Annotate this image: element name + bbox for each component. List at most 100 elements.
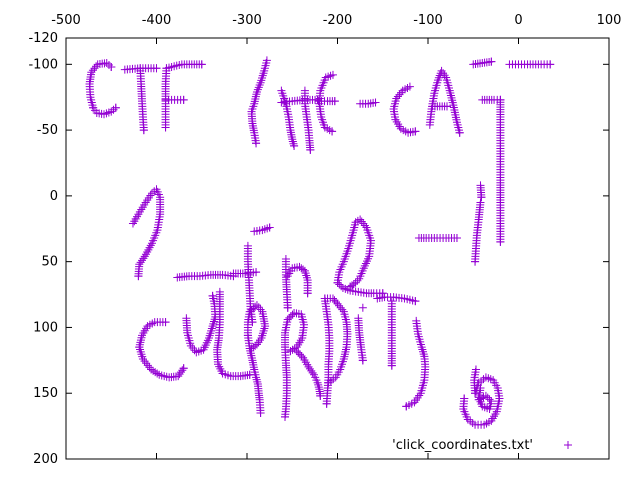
legend-marker <box>564 441 572 449</box>
data-point <box>249 304 258 313</box>
data-point <box>145 363 154 372</box>
y-axis-ticks: -120 -100 -50 0 50 100 150 200 <box>28 31 609 467</box>
data-point <box>356 215 365 224</box>
data-point <box>252 139 261 148</box>
data-point <box>107 62 116 71</box>
x-tick-label: 0 <box>514 13 522 28</box>
data-point <box>111 103 120 112</box>
data-point <box>355 274 364 283</box>
data-point <box>336 303 345 312</box>
data-point <box>358 356 367 365</box>
data-point <box>487 397 496 406</box>
data-point <box>286 312 295 321</box>
x-tick-label: -200 <box>323 13 353 28</box>
data-point <box>358 303 367 312</box>
data-point <box>245 307 254 316</box>
data-point <box>455 128 464 137</box>
data-point <box>161 123 170 132</box>
y-tick-label: 200 <box>33 452 58 467</box>
legend-label: 'click_coordinates.txt' <box>392 438 533 453</box>
data-point <box>496 237 505 246</box>
data-point <box>140 357 149 366</box>
data-point <box>359 219 368 228</box>
data-point <box>208 291 217 300</box>
data-point <box>256 408 265 417</box>
data-point <box>330 97 339 106</box>
data-point <box>252 268 261 277</box>
data-point <box>138 355 147 364</box>
data-point <box>471 257 480 266</box>
data-point <box>295 350 304 359</box>
y-tick-label: -100 <box>28 57 58 72</box>
data-point <box>487 57 496 66</box>
x-tick-label: -300 <box>232 13 262 28</box>
data-point <box>247 344 256 353</box>
data-point <box>134 272 143 281</box>
data-point <box>306 145 315 154</box>
data-point <box>265 223 274 232</box>
legend: 'click_coordinates.txt' <box>392 438 572 453</box>
data-point <box>88 66 97 75</box>
data-point <box>178 366 187 375</box>
data-point <box>371 98 380 107</box>
data-point <box>179 364 188 373</box>
x-axis-ticks: -500 -400 -300 -200 -100 0 100 <box>51 13 621 459</box>
data-point <box>477 193 486 202</box>
data-point <box>283 315 292 324</box>
data-point <box>288 310 297 319</box>
data-point <box>147 365 156 374</box>
data-point <box>303 289 312 298</box>
data-point <box>143 361 152 370</box>
data-point <box>161 318 170 327</box>
data-point <box>546 60 555 69</box>
data-point <box>316 391 325 400</box>
y-tick-label: 50 <box>41 255 58 270</box>
data-point <box>324 378 333 387</box>
data-point <box>139 126 148 135</box>
data-point <box>292 347 301 356</box>
data-point <box>393 92 402 101</box>
data-point <box>335 280 344 289</box>
x-tick-label: 100 <box>597 13 622 28</box>
data-point <box>333 299 342 308</box>
data-point <box>335 301 344 310</box>
data-point <box>149 366 158 375</box>
data-point <box>290 141 299 150</box>
data-point <box>471 365 480 374</box>
data-point <box>285 313 294 322</box>
data-point <box>360 221 369 230</box>
data-point <box>452 233 461 242</box>
y-tick-label: 100 <box>33 320 58 335</box>
y-tick-label: -120 <box>28 31 58 46</box>
data-point <box>142 359 151 368</box>
data-point <box>328 127 337 136</box>
data-point <box>294 348 303 357</box>
data-point <box>152 64 161 73</box>
data-point <box>197 60 206 69</box>
data-point <box>151 368 160 377</box>
data-point <box>136 258 145 267</box>
data-point <box>249 343 258 352</box>
data-point <box>337 282 346 291</box>
data-point <box>247 306 256 315</box>
x-tick-label: -500 <box>51 13 81 28</box>
y-tick-label: 0 <box>50 189 58 204</box>
data-point <box>378 289 387 298</box>
data-point <box>347 281 356 290</box>
data-point <box>357 217 366 226</box>
data-point <box>387 361 396 370</box>
data-point <box>485 395 494 404</box>
data-point <box>87 68 96 77</box>
data-point <box>251 302 260 311</box>
data-point <box>397 88 406 97</box>
data-point <box>90 64 99 73</box>
data-point <box>398 86 407 95</box>
data-point <box>333 278 342 287</box>
data-point <box>281 412 290 421</box>
data-point <box>179 95 188 104</box>
legend-marker-symbol <box>564 441 572 449</box>
data-point <box>153 369 162 378</box>
data-point <box>460 394 469 403</box>
